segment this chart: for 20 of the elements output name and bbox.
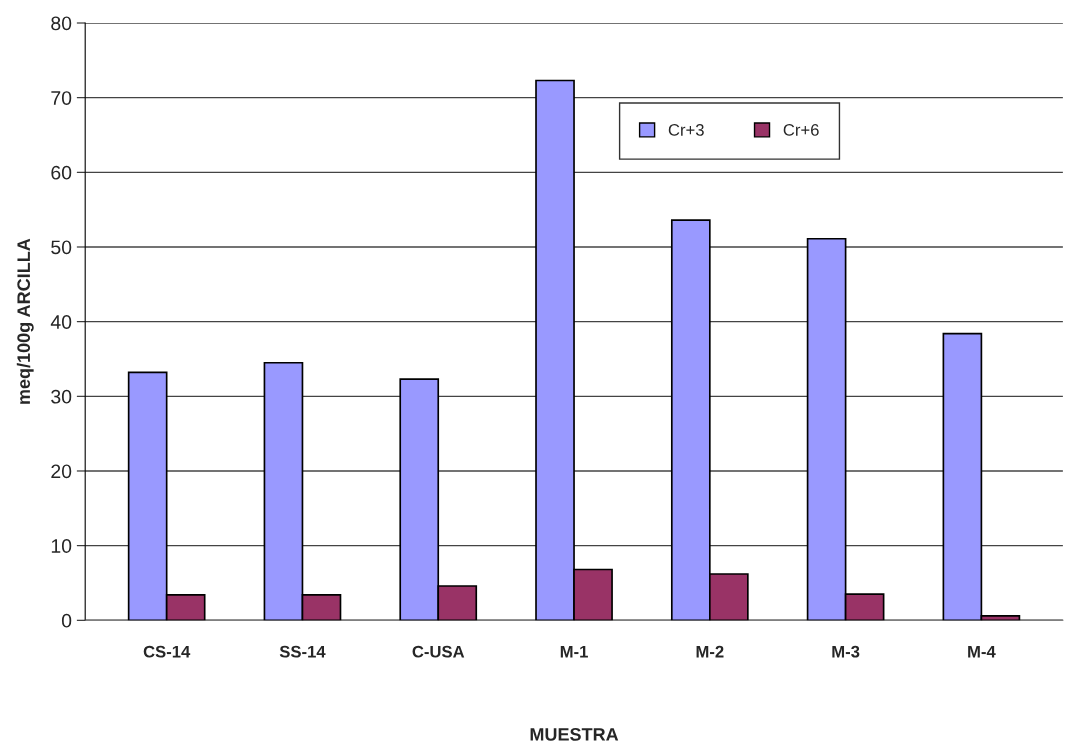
x-tick-label: SS-14 [279, 645, 326, 658]
y-tick-label: 70 [51, 91, 72, 105]
x-tick-label: M-3 [832, 645, 860, 658]
y-tick-label: 60 [51, 165, 72, 180]
x-tick-label: CS-14 [143, 645, 191, 658]
legend-label: Cr+6 [783, 124, 819, 136]
y-tick-label: 30 [51, 389, 72, 404]
y-tick-label: 20 [51, 464, 72, 479]
y-tick-label: 80 [51, 16, 72, 31]
y-axis-title: meq/100g ARCILLA [16, 238, 34, 404]
y-tick-label: 10 [51, 539, 72, 553]
y-tick-label: 50 [51, 240, 72, 255]
x-tick-label: C-USA [412, 645, 465, 658]
x-tick-label: M-1 [560, 645, 588, 658]
legend-label: Cr+3 [668, 124, 704, 136]
x-axis-title: MUESTRA [530, 727, 619, 741]
x-tick-label: M-4 [968, 645, 996, 658]
x-tick-label: M-2 [696, 645, 724, 658]
y-tick-label: 40 [50, 315, 72, 329]
y-tick-label: 0 [61, 613, 72, 628]
